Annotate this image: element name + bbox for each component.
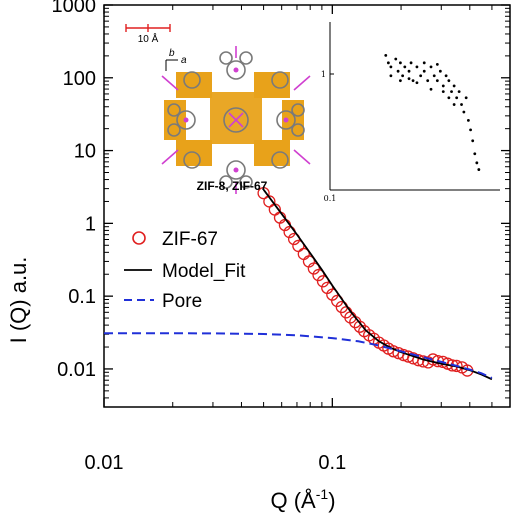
axis-ticks bbox=[103, 4, 510, 408]
x-tick-labels: 0.01 0.1 bbox=[85, 452, 347, 474]
inset-data-point bbox=[429, 65, 433, 69]
legend-label-pore: Pore bbox=[162, 291, 202, 312]
x-tick-label: 0.01 bbox=[85, 452, 124, 474]
inset-data-point bbox=[464, 96, 468, 100]
inset-chart: 1 0.1 bbox=[321, 22, 500, 203]
inset-data-point bbox=[447, 96, 451, 100]
data-point-zif-67 bbox=[312, 268, 325, 282]
x-axis-label-main: Q ( bbox=[270, 488, 301, 513]
y-tick-label: 100 bbox=[63, 68, 96, 90]
cage-tl bbox=[176, 72, 212, 98]
inset-data-point bbox=[473, 152, 477, 156]
inset-data-point bbox=[460, 103, 463, 106]
cage-center bbox=[210, 92, 262, 144]
inset-data-point bbox=[396, 69, 400, 73]
inset-data-point bbox=[477, 168, 481, 171]
inset-data-point bbox=[452, 103, 456, 106]
scale-bar-label: 10 Å bbox=[138, 32, 159, 45]
series-layer bbox=[104, 187, 493, 381]
inset-data-point bbox=[407, 77, 411, 81]
inset-data-point bbox=[394, 57, 398, 61]
inset-data-point bbox=[457, 90, 461, 94]
cage-right bbox=[282, 100, 304, 140]
inset-data-point bbox=[386, 61, 390, 65]
inset-data-point bbox=[447, 79, 451, 83]
inset-data-point bbox=[411, 79, 415, 83]
inset-data-point bbox=[444, 74, 448, 78]
inset-data-point bbox=[389, 74, 393, 78]
y-axis-label: I (Q) a.u. bbox=[6, 257, 31, 344]
structure-caption: ZIF-8, ZIF-67 bbox=[197, 179, 268, 193]
inset-data-point bbox=[401, 74, 405, 78]
inset-y-tick-label: 1 bbox=[321, 70, 326, 79]
inset-data-point bbox=[422, 69, 426, 73]
cage-tr bbox=[254, 72, 290, 98]
inset-data-point bbox=[415, 65, 419, 69]
x-tick-label: 0.1 bbox=[318, 452, 346, 474]
metal-nodes bbox=[183, 67, 289, 173]
y-tick-label: 1000 bbox=[52, 0, 97, 17]
inset-data-point bbox=[398, 61, 402, 65]
inset-data-point bbox=[452, 84, 456, 88]
inset-data-point bbox=[422, 61, 426, 65]
inset-data-point bbox=[435, 79, 439, 83]
inset-data-point bbox=[419, 74, 423, 78]
inset-data-point bbox=[469, 128, 472, 132]
data-point-zif-67 bbox=[307, 262, 321, 275]
series-line-model-fit bbox=[262, 189, 493, 381]
y-tick-label: 0.1 bbox=[68, 286, 96, 308]
inset-data-point bbox=[471, 139, 475, 143]
inset-points bbox=[384, 53, 481, 171]
y-tick-labels: 1000 100 10 1 0.1 0.01 bbox=[52, 0, 97, 381]
legend-marker-zif67 bbox=[132, 231, 146, 245]
inset-data-point bbox=[450, 90, 453, 94]
cage-left bbox=[164, 100, 186, 140]
inset-data-point bbox=[462, 110, 466, 114]
x-axis-label-unit: Å bbox=[301, 488, 316, 513]
inset-data-point bbox=[426, 79, 430, 83]
data-point-zif-67 bbox=[353, 320, 367, 333]
inset-x-tick-label: 0.1 bbox=[324, 194, 337, 203]
inset-data-point bbox=[403, 65, 407, 69]
inset-data-point bbox=[441, 84, 445, 88]
y-tick-label: 0.01 bbox=[57, 359, 96, 381]
y-tick-label: 10 bbox=[74, 141, 96, 163]
inset-data-point bbox=[466, 118, 470, 122]
zif-structure-illustration: 10 Å a b bbox=[125, 24, 311, 194]
plot-frame bbox=[103, 4, 511, 408]
inset-data-point bbox=[389, 65, 393, 69]
crystal-axes-icon: a b bbox=[165, 48, 187, 71]
crystal-axis-b-label: b bbox=[169, 48, 175, 59]
linker-rings bbox=[167, 51, 305, 189]
inset-data-point bbox=[475, 161, 479, 165]
legend-label-model-fit: Model_Fit bbox=[162, 261, 246, 282]
inset-data-point bbox=[438, 69, 442, 73]
series-line-pore bbox=[104, 332, 493, 379]
inset-data-point bbox=[409, 61, 413, 65]
inset-data-point bbox=[429, 87, 433, 91]
crystal-axis-a-label: a bbox=[181, 55, 187, 66]
inset-data-point bbox=[441, 90, 445, 94]
x-axis-label-exponent: -1 bbox=[316, 486, 329, 502]
metal-bonds bbox=[161, 46, 311, 194]
inset-data-point bbox=[435, 63, 439, 66]
data-point-zif-67 bbox=[257, 187, 270, 200]
inset-data-point bbox=[455, 96, 459, 100]
x-axis-label: Q (Å-1) bbox=[270, 486, 335, 513]
x-axis-label-close: ) bbox=[328, 488, 335, 513]
inset-data-point bbox=[432, 74, 436, 78]
legend-label-zif67: ZIF-67 bbox=[162, 229, 218, 250]
inset-data-point bbox=[384, 53, 388, 57]
inset-data-point bbox=[415, 81, 419, 85]
inset-data-point bbox=[407, 69, 411, 73]
inset-data-point bbox=[398, 79, 402, 83]
y-tick-label: 1 bbox=[85, 213, 96, 235]
series-zif-67 bbox=[257, 187, 474, 377]
legend: ZIF-67 Model_Fit Pore bbox=[124, 229, 246, 312]
